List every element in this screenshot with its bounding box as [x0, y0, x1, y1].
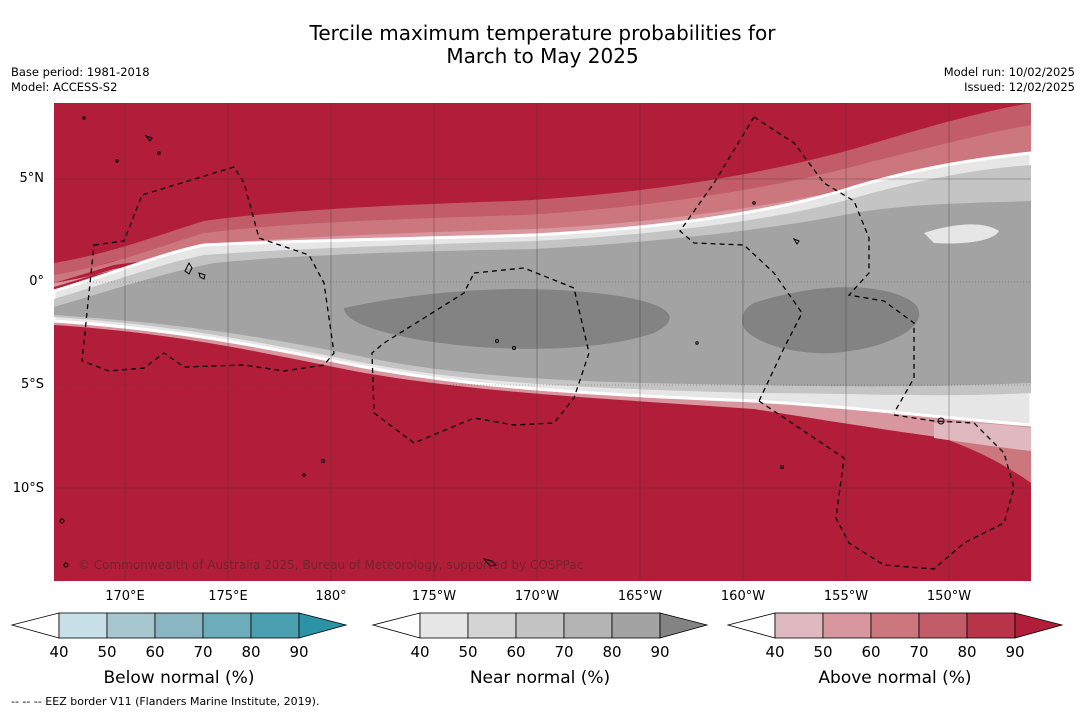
eez-tuvalu	[81, 166, 335, 372]
near-normal-90-west	[344, 288, 670, 349]
near-swatch-3	[515, 612, 565, 639]
near-swatch-2	[467, 612, 517, 639]
probability-map	[54, 103, 1031, 581]
above-swatch-6	[1014, 612, 1064, 639]
near-swatch-1	[419, 612, 469, 639]
base-period: Base period: 1981-2018	[11, 65, 150, 79]
below-tick-60: 60	[145, 643, 165, 661]
near-tick-50: 50	[458, 643, 478, 661]
below-swatch-5	[250, 612, 300, 639]
chart-title: Tercile maximum temperature probabilitie…	[0, 22, 1085, 68]
above-swatch-4	[918, 612, 968, 639]
title-line-2: March to May 2025	[446, 44, 639, 68]
map-svg	[54, 103, 1031, 581]
lat-label-5s: 5°S	[20, 377, 44, 392]
above-tick-80: 80	[957, 643, 977, 661]
near-normal-title: Near normal (%)	[469, 668, 611, 688]
near-tick-60: 60	[506, 643, 526, 661]
lon-label-170w: 170°W	[514, 589, 560, 604]
lat-label-10s: 10°S	[12, 481, 44, 496]
below-tick-80: 80	[241, 643, 261, 661]
below-swatch-1	[58, 612, 108, 639]
below-normal-title: Below normal (%)	[103, 668, 255, 688]
above-swatch-5	[966, 612, 1016, 639]
near-normal-90-east	[742, 287, 920, 354]
graticule	[54, 103, 1031, 581]
lon-label-150w: 150°W	[926, 589, 972, 604]
lat-label-5n: 5°N	[19, 171, 45, 186]
lon-label-180: 180°	[315, 589, 347, 604]
below-swatch-4	[202, 612, 252, 639]
below-swatch-3	[154, 612, 204, 639]
eez-borders	[81, 116, 1015, 570]
title-line-1: Tercile maximum temperature probabilitie…	[309, 21, 776, 45]
above-swatch-3	[870, 612, 920, 639]
above-tick-70: 70	[909, 643, 929, 661]
near-swatch-6	[659, 612, 709, 639]
model-name: Model: ACCESS-S2	[11, 80, 118, 94]
eez-cook	[758, 400, 1015, 570]
near-tick-70: 70	[554, 643, 574, 661]
near-tick-40: 40	[410, 643, 430, 661]
above-tick-90: 90	[1005, 643, 1025, 661]
copyright-notice: © Commonwealth of Australia 2025, Bureau…	[78, 558, 584, 572]
colorbars-svg	[10, 612, 1064, 639]
near-swatch-5	[611, 612, 661, 639]
eez-line-islands	[753, 116, 915, 414]
model-run: Model run: 10/02/2025	[943, 65, 1075, 79]
below-tick-90: 90	[289, 643, 309, 661]
eez-footnote: -- -- -- EEZ border V11 (Flanders Marine…	[11, 695, 320, 708]
eez-phoenix	[371, 267, 590, 444]
lon-label-170e: 170°E	[105, 589, 145, 604]
above-tick-50: 50	[813, 643, 833, 661]
above-normal-title: Above normal (%)	[818, 668, 972, 688]
near-tick-90: 90	[650, 643, 670, 661]
lon-label-155w: 155°W	[823, 589, 869, 604]
lon-label-175w: 175°W	[411, 589, 457, 604]
below-tick-50: 50	[97, 643, 117, 661]
near-normal-40-patch	[924, 224, 999, 244]
issued-date: Issued: 12/02/2025	[964, 80, 1075, 94]
below-swatch-2	[106, 612, 156, 639]
near-swatch-4	[563, 612, 613, 639]
above-tick-60: 60	[861, 643, 881, 661]
colorbar-below	[10, 612, 348, 639]
below-tick-70: 70	[193, 643, 213, 661]
colorbar-above	[726, 612, 1064, 639]
above-swatch-2	[822, 612, 872, 639]
meta-left: Base period: 1981-2018 Model: ACCESS-S2	[11, 65, 150, 95]
below-swatch-6	[298, 612, 348, 639]
colorbar-near	[371, 612, 709, 639]
near-tick-80: 80	[602, 643, 622, 661]
lon-label-160w: 160°W	[720, 589, 766, 604]
lon-label-165w: 165°W	[617, 589, 663, 604]
above-band-40-south	[934, 422, 1031, 451]
meta-right: Model run: 10/02/2025 Issued: 12/02/2025	[944, 65, 1075, 95]
above-swatch-1	[774, 612, 824, 639]
lat-label-0: 0°	[29, 274, 44, 289]
lon-label-175e: 175°E	[208, 589, 248, 604]
islands	[59, 116, 945, 568]
below-tick-40: 40	[49, 643, 69, 661]
above-tick-40: 40	[765, 643, 785, 661]
